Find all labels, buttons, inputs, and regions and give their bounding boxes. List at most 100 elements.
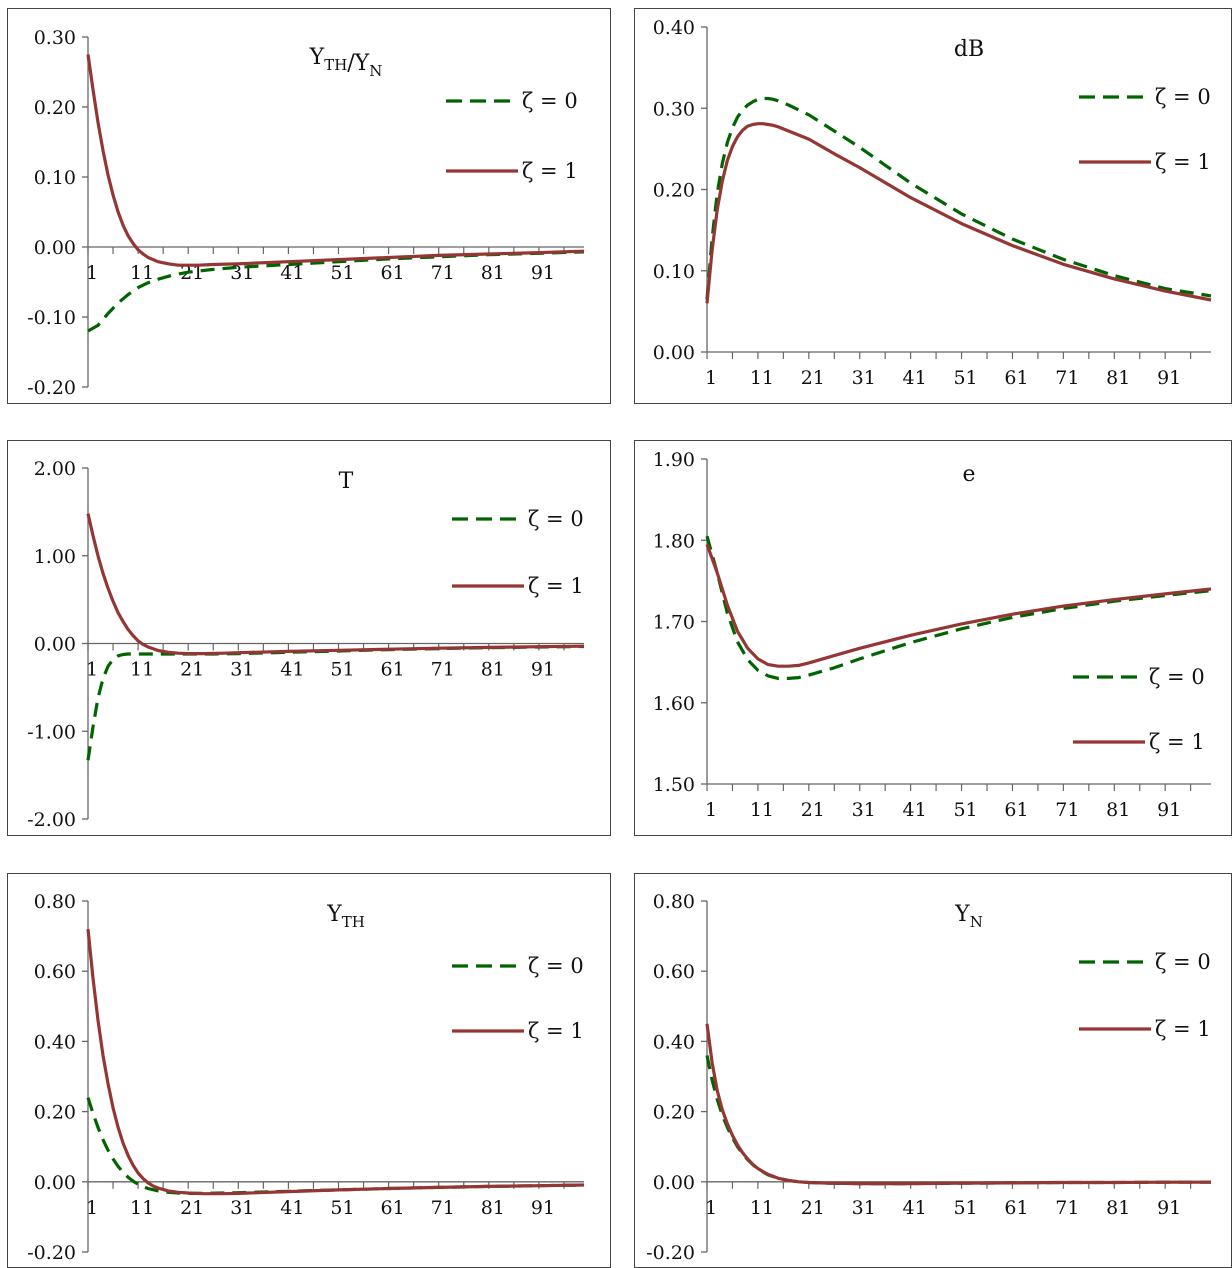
x-tick-label: 51 [953,367,977,389]
title-subscript: TH [342,913,365,931]
y-tick-label: 1.50 [653,774,695,796]
x-tick-label: 11 [130,659,154,681]
chart-panel-yth: 0.80 0.60 0.40 0.20 0.00 -0.20 1 11 21 31 41 51 61 71… [7,873,611,1268]
x-tick-label: 1 [705,367,717,389]
x-tick-label: 1 [705,799,717,821]
chart-title: T [339,469,354,494]
y-tick-label: 0.20 [653,1102,695,1124]
x-tick-label: 21 [180,1197,204,1219]
title-text-part: /Y [347,51,369,76]
y-tick-label: 2.00 [34,458,76,480]
x-tick-label: 81 [1106,1197,1130,1219]
y-tick-label: 1.60 [653,693,695,715]
y-tick-label: 0.80 [34,891,76,913]
x-tick-label: 11 [750,799,774,821]
series-line-zeta-0 [705,535,1212,680]
x-tick-label: 41 [903,1197,927,1219]
x-tick-label: 1 [86,1197,98,1219]
x-tick-label: 1 [705,1197,717,1219]
x-tick-label: 31 [852,367,876,389]
x-tick-label: 41 [280,1197,304,1219]
y-tick-label: 0.20 [34,1102,76,1124]
legend-label: ζ = 1 [1149,730,1205,754]
y-tick-label: -2.00 [27,809,76,831]
x-tick-label: 91 [1157,367,1181,389]
y-tick-label: -0.20 [27,377,76,399]
y-tick-label: 0.10 [34,167,76,189]
y-tick-label: 0.30 [34,27,76,49]
x-tick-label: 21 [801,799,825,821]
x-tick-label: 61 [1004,1197,1028,1219]
title-text-part: Y [326,902,342,927]
legend-label: ζ = 0 [1155,85,1211,109]
chart-svg-yth: 0.800.600.400.200.00-0.201 11 21 31 41 51 61 71… [27,891,585,1264]
x-tick-label: 81 [481,262,505,284]
x-tick-label: 11 [750,1197,774,1219]
x-tick-label: 51 [953,799,977,821]
y-tick-label: 0.60 [34,961,76,983]
x-tick-label: 31 [230,659,254,681]
title-text-part: e [962,462,975,487]
x-tick-label: 11 [130,262,154,284]
y-tick-label: 0.20 [34,97,76,119]
y-tick-label: 1.70 [653,612,695,634]
x-tick-label: 71 [1055,367,1079,389]
title-subscript: N [970,913,983,931]
x-tick-label: 1 [86,262,98,284]
series-line-zeta-0 [705,1055,1211,1186]
y-tick-label: 0.40 [653,1031,695,1053]
x-tick-label: 91 [531,262,555,284]
y-tick-label: 0.00 [653,1172,695,1194]
chart-panel-t: 2.00 1.00 0.00 -1.00 -2.00 1 11 21 31 41 51 61 71 81 9… [7,440,611,836]
x-tick-label: 91 [1157,1197,1181,1219]
y-tick-label: -1.00 [27,721,76,743]
x-tick-label: 21 [801,367,825,389]
series-line-zeta-1 [86,54,585,267]
legend-label: ζ = 1 [1155,1017,1211,1041]
series-line-zeta-1 [705,1023,1211,1186]
y-tick-label: 1.90 [653,449,695,471]
series-line-zeta-0 [705,96,1212,300]
x-tick-label: 1 [86,659,98,681]
x-tick-label: 51 [330,262,354,284]
y-tick-label: 0.60 [653,961,695,983]
x-tick-label: 81 [481,659,505,681]
x-tick-label: 51 [953,1197,977,1219]
x-tick-label: 71 [1055,799,1079,821]
x-tick-label: 71 [1055,1197,1079,1219]
x-tick-label: 51 [330,659,354,681]
y-tick-label: 0.00 [34,237,76,259]
chart-svg-t: 2.001.000.00-1.00-2.001 11 21 31 41 51 61 71 81 9… [27,458,585,831]
x-tick-label: 11 [750,367,774,389]
chart-svg-db: 0.400.300.200.100.001 11 21 31 41 51 61 71 81 91d… [653,17,1212,389]
x-tick-label: 51 [330,1197,354,1219]
x-tick-label: 91 [1157,799,1181,821]
y-tick-label: 0.00 [653,342,695,364]
x-tick-label: 41 [280,659,304,681]
title-text-part: Y [954,902,970,927]
x-tick-label: 61 [1004,367,1028,389]
legend-label: ζ = 0 [528,507,584,531]
series-line-zeta-1 [705,122,1212,304]
x-tick-label: 61 [381,659,405,681]
chart-panel-e: 1.90 1.80 1.70 1.60 1.50 1 11 21 31 41 51 61 71 81 91 e… [634,440,1232,836]
y-tick-label: 0.30 [653,98,695,120]
x-tick-label: 81 [481,1197,505,1219]
x-tick-label: 61 [381,262,405,284]
y-tick-label: 0.10 [653,261,695,283]
title-subscript: TH [324,56,347,74]
x-tick-label: 71 [431,262,455,284]
legend-label: ζ = 0 [528,954,584,978]
x-tick-label: 21 [180,659,204,681]
y-tick-label: 0.40 [34,1031,76,1053]
chart-title: YTH/YN [309,45,383,80]
x-tick-label: 31 [230,1197,254,1219]
legend-label: ζ = 0 [1149,665,1205,689]
y-tick-label: -0.10 [27,307,76,329]
y-tick-label: 0.20 [653,180,695,202]
y-tick-label: 1.00 [34,546,76,568]
y-tick-label: 0.00 [34,1172,76,1194]
title-text-part: dB [954,37,984,62]
x-tick-label: 31 [852,799,876,821]
x-tick-label: 41 [903,799,927,821]
